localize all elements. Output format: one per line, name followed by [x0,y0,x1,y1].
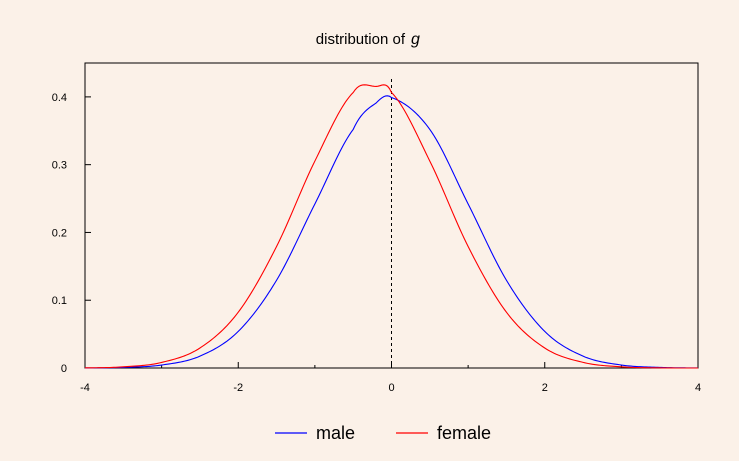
x-tick-label: 0 [388,382,394,394]
chart-title: distribution of [316,31,406,48]
legend-label-female: female [437,423,491,443]
y-tick-label: 0.3 [52,160,67,172]
x-tick-label: 4 [695,382,701,394]
legend: male female [275,423,491,443]
y-tick-label: 0 [61,363,67,375]
series-line-male [84,95,699,369]
legend-label-male: male [316,423,355,443]
x-tick-label: -2 [233,382,243,394]
x-axis: -4 -2 0 2 4 [80,362,701,394]
y-tick-label: 0.1 [52,295,67,307]
y-tick-label: 0.2 [52,227,67,239]
x-tick-label: -4 [80,382,90,394]
series-group [84,84,699,369]
x-tick-label: 2 [542,382,548,394]
y-tick-label: 0.4 [52,92,67,104]
series-line-female [84,84,698,369]
chart-title-variable: g [411,31,420,48]
